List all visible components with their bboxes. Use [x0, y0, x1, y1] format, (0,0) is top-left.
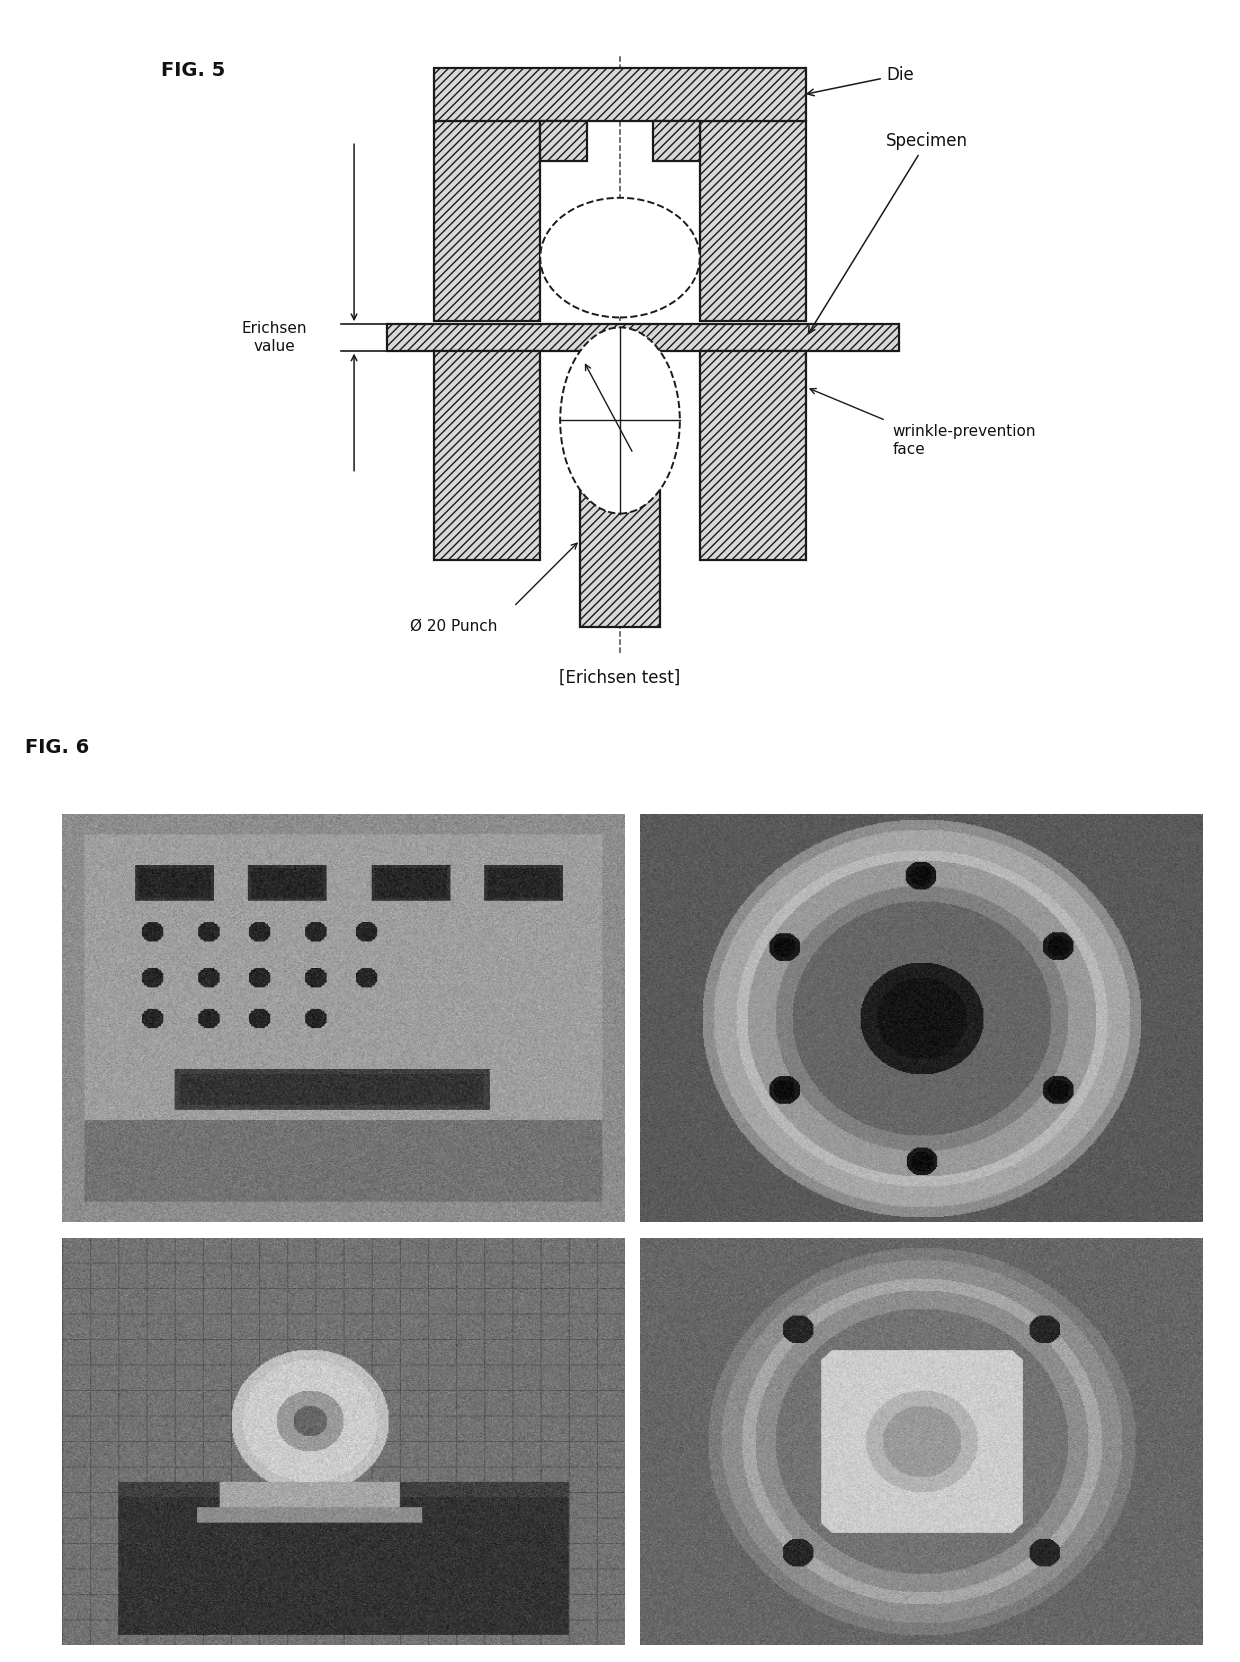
Polygon shape [387, 324, 899, 351]
Polygon shape [541, 121, 587, 161]
Polygon shape [699, 351, 806, 560]
Polygon shape [580, 351, 660, 627]
Polygon shape [434, 68, 806, 121]
Polygon shape [699, 121, 806, 321]
Text: wrinkle-prevention
face: wrinkle-prevention face [893, 424, 1037, 457]
Ellipse shape [541, 198, 699, 317]
Text: Die: Die [807, 66, 914, 96]
Ellipse shape [560, 327, 680, 514]
Polygon shape [434, 121, 541, 321]
Text: Ø 20 Punch: Ø 20 Punch [410, 618, 497, 635]
Text: [Erichsen test]: [Erichsen test] [559, 668, 681, 686]
Text: FIG. 6: FIG. 6 [25, 738, 89, 758]
Text: Specimen: Specimen [808, 133, 968, 334]
Text: Erichsen
value: Erichsen value [242, 321, 308, 354]
Polygon shape [434, 351, 541, 560]
Polygon shape [653, 121, 699, 161]
Text: FIG. 5: FIG. 5 [161, 61, 226, 80]
